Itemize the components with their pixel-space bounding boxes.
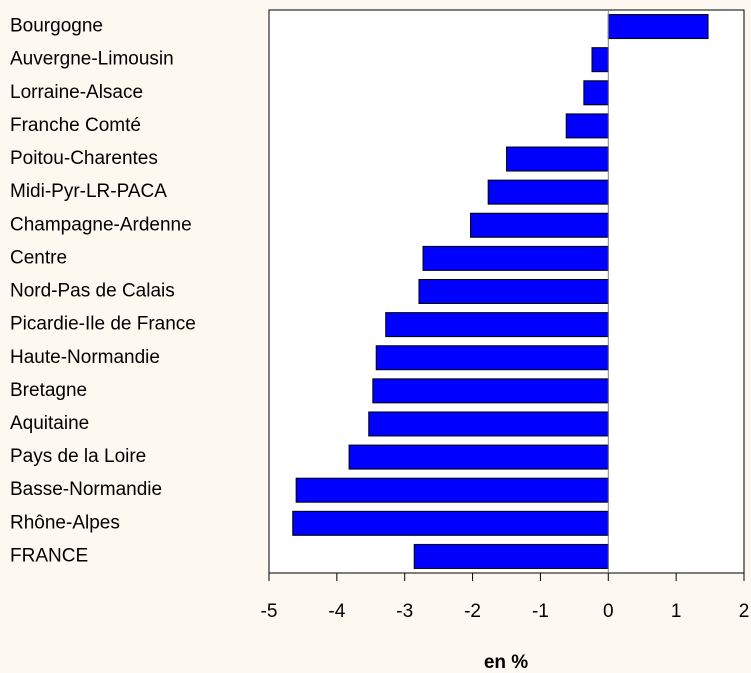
- bar: [385, 312, 609, 338]
- bar: [372, 378, 609, 404]
- y-tick-label: Picardie-Ile de France: [10, 314, 196, 335]
- y-tick-label: Bourgogne: [10, 16, 103, 37]
- bar: [295, 477, 609, 503]
- bar: [368, 411, 609, 437]
- bar: [348, 444, 609, 470]
- bar: [413, 543, 609, 569]
- bar: [292, 510, 609, 536]
- bar: [418, 279, 609, 304]
- y-tick-label: Lorraine-Alsace: [10, 82, 143, 103]
- bar: [506, 146, 609, 172]
- y-tick-label: Rhône-Alpes: [10, 512, 120, 533]
- bar: [583, 80, 609, 106]
- x-tick-label: 0: [603, 601, 614, 622]
- bar: [487, 179, 609, 205]
- x-axis-label: en %: [484, 652, 528, 673]
- y-tick-label: Pays de la Loire: [10, 446, 146, 467]
- x-tick-label: -5: [261, 601, 278, 622]
- x-tick-label: 1: [671, 601, 682, 622]
- bar: [422, 245, 609, 271]
- x-tick-label: 2: [739, 601, 750, 622]
- x-tick-label: -4: [328, 601, 345, 622]
- bar: [375, 345, 609, 371]
- bar: [565, 113, 609, 139]
- y-tick-label: Basse-Normandie: [10, 479, 162, 500]
- y-tick-label: Nord-Pas de Calais: [10, 281, 175, 302]
- y-tick-label: FRANCE: [10, 545, 88, 566]
- x-tick-label: -3: [396, 601, 413, 622]
- y-tick-label: Midi-Pyr-LR-PACA: [10, 181, 167, 202]
- y-tick-label: Champagne-Ardenne: [10, 214, 192, 235]
- y-tick-label: Franche Comté: [10, 115, 141, 136]
- bar: [470, 212, 609, 238]
- y-tick-label: Auvergne-Limousin: [10, 49, 174, 70]
- bar: [591, 47, 609, 73]
- y-tick-label: Aquitaine: [10, 413, 89, 434]
- y-tick-label: Centre: [10, 247, 67, 268]
- y-tick-label: Haute-Normandie: [10, 347, 160, 368]
- x-tick-label: -1: [532, 601, 549, 622]
- y-tick-label: Bretagne: [10, 380, 87, 401]
- y-tick-label: Poitou-Charentes: [10, 148, 158, 169]
- bar: [607, 14, 709, 40]
- x-tick-label: -2: [464, 601, 481, 622]
